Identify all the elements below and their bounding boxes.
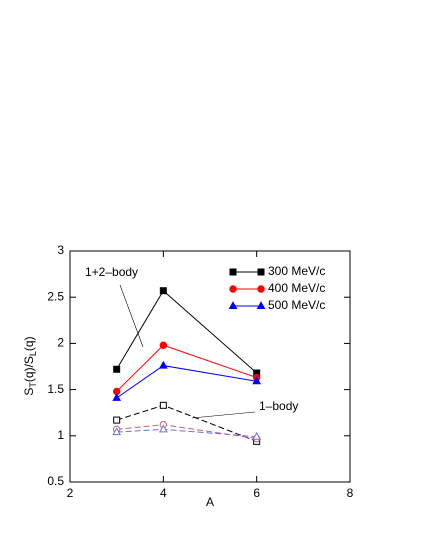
x-tick-label: 2 bbox=[67, 486, 74, 500]
annotation-leader bbox=[119, 284, 144, 348]
y-tick-label: 2.5 bbox=[47, 289, 64, 303]
y-tick-label: 3 bbox=[57, 243, 64, 257]
y-label-part: S bbox=[22, 388, 36, 396]
y-label-part: (q) bbox=[22, 336, 36, 351]
marker bbox=[159, 341, 168, 349]
marker bbox=[112, 393, 122, 401]
marker bbox=[159, 401, 167, 409]
marker bbox=[256, 301, 266, 309]
x-tick-label: 4 bbox=[160, 486, 167, 500]
legend-label: 300 MeV/c bbox=[268, 264, 325, 278]
marker bbox=[158, 424, 168, 433]
marker bbox=[229, 268, 237, 276]
marker bbox=[252, 431, 262, 440]
marker bbox=[158, 360, 168, 369]
annotation: 1–body bbox=[259, 399, 298, 413]
series-line bbox=[116, 424, 257, 440]
y-tick-label: 0.5 bbox=[47, 474, 64, 488]
y-label-part: L bbox=[28, 351, 38, 356]
marker bbox=[112, 427, 122, 436]
marker bbox=[257, 268, 265, 276]
series-line bbox=[116, 344, 257, 392]
y-tick-label: 1 bbox=[57, 428, 64, 442]
y-label-part: (q)/S bbox=[22, 356, 36, 382]
y-label-part: T bbox=[28, 382, 38, 388]
marker bbox=[159, 287, 167, 295]
y-tick-label: 2 bbox=[57, 336, 64, 350]
y-axis-label: ST(q)/SL(q) bbox=[22, 336, 38, 395]
y-tick-label: 1.5 bbox=[47, 382, 64, 396]
legend-label: 400 MeV/c bbox=[268, 281, 325, 295]
plot-frame bbox=[69, 250, 351, 483]
x-tick-label: 8 bbox=[347, 486, 354, 500]
x-axis-label: A bbox=[206, 495, 214, 509]
marker bbox=[228, 301, 238, 309]
annotation-leader bbox=[191, 411, 256, 419]
marker bbox=[257, 285, 265, 293]
annotation: 1+2–body bbox=[85, 265, 138, 279]
marker bbox=[113, 416, 121, 424]
legend-label: 500 MeV/c bbox=[268, 298, 325, 312]
marker bbox=[252, 376, 262, 385]
x-tick-label: 6 bbox=[253, 486, 260, 500]
marker bbox=[113, 365, 121, 373]
marker bbox=[229, 285, 237, 293]
